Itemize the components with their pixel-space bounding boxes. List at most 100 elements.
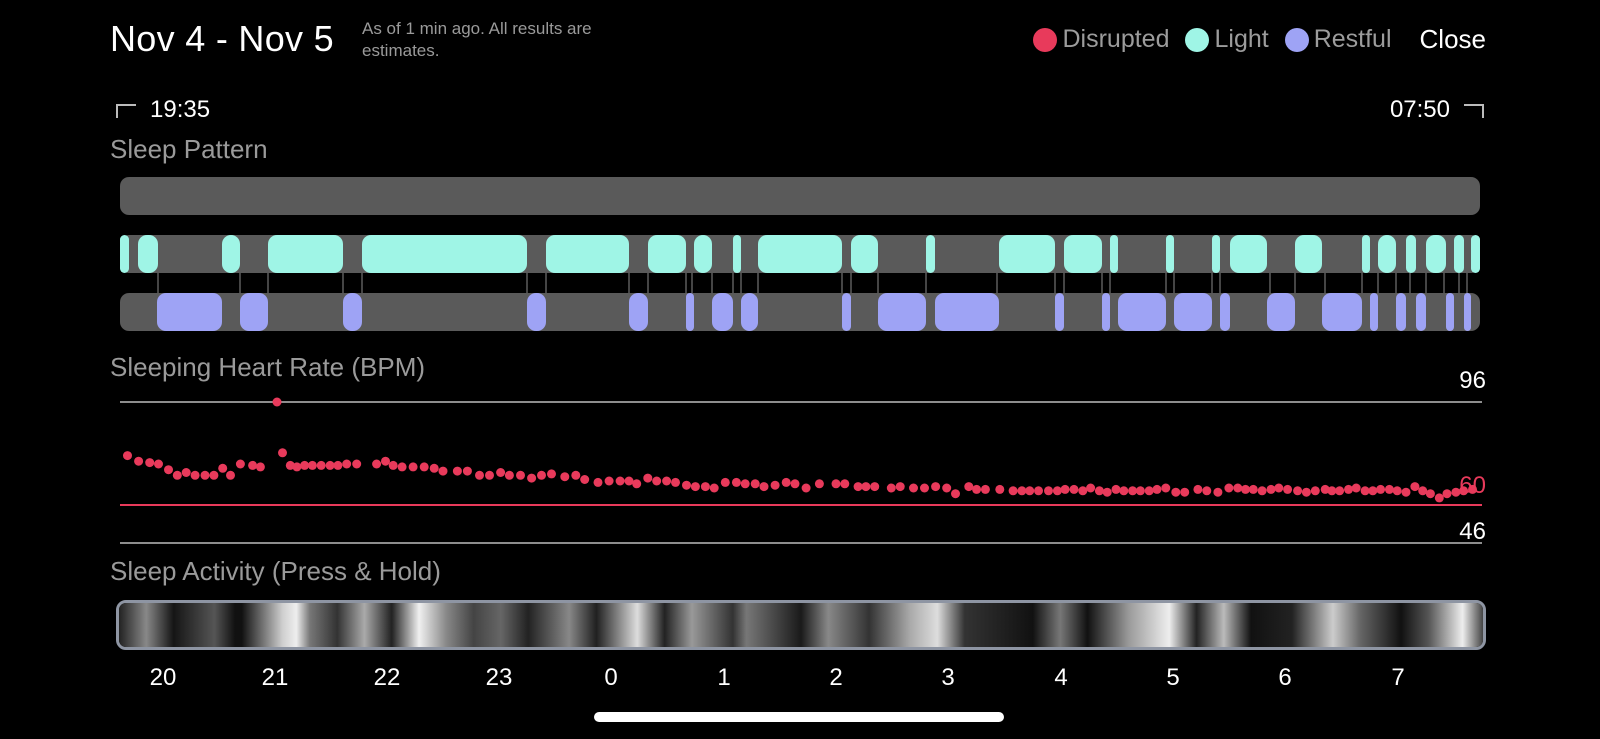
restful-segment bbox=[842, 293, 851, 331]
heart-rate-point bbox=[452, 466, 462, 476]
start-time-label: 19:35 bbox=[150, 96, 211, 123]
heart-rate-point bbox=[278, 448, 287, 458]
heart-rate-point bbox=[1144, 486, 1154, 496]
heart-rate-point bbox=[1468, 484, 1477, 494]
restful-segment bbox=[240, 293, 268, 331]
light-segment bbox=[1212, 235, 1220, 273]
heart-rate-point bbox=[972, 484, 982, 494]
heart-rate-point bbox=[682, 480, 691, 490]
heart-rate-point bbox=[181, 468, 191, 477]
x-tick-label: 22 bbox=[373, 664, 401, 691]
x-tick-label: 1 bbox=[717, 664, 731, 691]
heart-rate-point bbox=[1078, 486, 1088, 496]
heart-rate-point bbox=[951, 489, 960, 499]
heart-rate-point bbox=[547, 469, 556, 479]
restful-segment bbox=[1416, 293, 1426, 331]
heart-rate-point bbox=[740, 479, 750, 489]
heart-rate-point bbox=[292, 462, 302, 472]
heart-rate-point bbox=[190, 470, 200, 480]
heart-rate-point bbox=[397, 462, 407, 472]
restful-segment bbox=[1464, 293, 1471, 331]
heart-rate-point bbox=[801, 483, 811, 493]
heart-rate-point bbox=[1233, 483, 1243, 493]
heart-rate-point bbox=[1376, 484, 1386, 494]
heart-rate-point bbox=[895, 482, 905, 492]
heart-rate-point bbox=[352, 459, 362, 469]
heart-rate-point bbox=[419, 462, 429, 472]
restful-segment bbox=[1322, 293, 1362, 331]
restful-segment bbox=[1055, 293, 1064, 331]
light-segment bbox=[362, 235, 527, 273]
disrupted-track[interactable] bbox=[120, 177, 1480, 215]
heart-rate-point bbox=[980, 484, 990, 494]
heart-rate-point bbox=[1335, 486, 1345, 496]
heart-rate-point bbox=[1161, 483, 1171, 493]
heart-rate-point bbox=[1434, 493, 1444, 503]
heart-rate-point bbox=[1344, 484, 1353, 494]
restful-segment bbox=[935, 293, 999, 331]
legend-label-disrupted: Disrupted bbox=[1062, 25, 1170, 53]
heart-rate-point bbox=[781, 477, 791, 487]
heart-rate-point bbox=[1293, 486, 1303, 496]
heart-rate-point bbox=[316, 460, 326, 470]
light-segment bbox=[1110, 235, 1118, 273]
heart-rate-point bbox=[1410, 482, 1420, 492]
heart-rate-point bbox=[700, 482, 710, 492]
light-dot-icon bbox=[1185, 27, 1210, 52]
light-segment bbox=[1295, 235, 1322, 273]
legend: Disrupted Light Restful Close bbox=[1017, 24, 1486, 55]
heart-rate-chart[interactable] bbox=[0, 380, 1600, 560]
heart-rate-point bbox=[209, 470, 219, 480]
heart-rate-point bbox=[909, 483, 918, 493]
light-segment bbox=[926, 235, 935, 273]
heart-rate-point bbox=[1310, 486, 1320, 496]
heart-rate-point bbox=[1034, 486, 1043, 496]
light-segment bbox=[733, 235, 741, 273]
legend-restful: Restful bbox=[1284, 25, 1392, 54]
heart-rate-point bbox=[831, 479, 841, 489]
page-title: Nov 4 - Nov 5 bbox=[110, 18, 334, 59]
light-track[interactable] bbox=[120, 235, 1480, 273]
light-segment bbox=[1454, 235, 1464, 273]
restful-segment bbox=[878, 293, 926, 331]
heart-rate-point bbox=[235, 459, 245, 469]
light-segment bbox=[694, 235, 712, 273]
heart-rate-point bbox=[408, 462, 418, 472]
heart-rate-point bbox=[1241, 484, 1250, 494]
heart-rate-point bbox=[1171, 487, 1181, 497]
sleep-activity-bar[interactable] bbox=[116, 600, 1486, 650]
restful-segment bbox=[712, 293, 733, 331]
heart-rate-point bbox=[870, 482, 880, 492]
heart-rate-point bbox=[1257, 486, 1267, 496]
light-segment bbox=[546, 235, 629, 273]
light-segment bbox=[138, 235, 158, 273]
legend-label-light: Light bbox=[1214, 25, 1269, 53]
heart-rate-point bbox=[226, 470, 235, 480]
x-tick-label: 7 bbox=[1391, 664, 1405, 691]
heart-rate-point bbox=[381, 456, 390, 466]
heart-rate-point bbox=[995, 484, 1005, 494]
heart-rate-point bbox=[1442, 489, 1452, 499]
heart-rate-point bbox=[1152, 484, 1162, 494]
heart-rate-point bbox=[886, 483, 896, 493]
heart-rate-point bbox=[516, 470, 525, 480]
heart-rate-point bbox=[750, 479, 760, 489]
heart-rate-point bbox=[840, 479, 850, 489]
start-bracket-icon bbox=[116, 103, 136, 118]
light-segment bbox=[1406, 235, 1416, 273]
heart-rate-point bbox=[154, 459, 163, 469]
heart-rate-point bbox=[1451, 487, 1461, 497]
restful-track[interactable] bbox=[120, 293, 1480, 331]
heart-rate-point bbox=[164, 465, 173, 475]
heart-rate-point bbox=[720, 477, 730, 487]
close-button[interactable]: Close bbox=[1419, 24, 1486, 54]
restful-segment bbox=[1174, 293, 1212, 331]
heart-rate-point bbox=[1094, 486, 1104, 496]
hr-max-label: 96 bbox=[1459, 367, 1486, 394]
light-segment bbox=[851, 235, 878, 273]
restful-segment bbox=[1102, 293, 1110, 331]
stage-connectors bbox=[157, 273, 1468, 293]
sleep-pattern-heading: Sleep Pattern bbox=[110, 134, 268, 164]
home-indicator[interactable] bbox=[594, 712, 1004, 722]
heart-rate-point bbox=[853, 482, 863, 492]
